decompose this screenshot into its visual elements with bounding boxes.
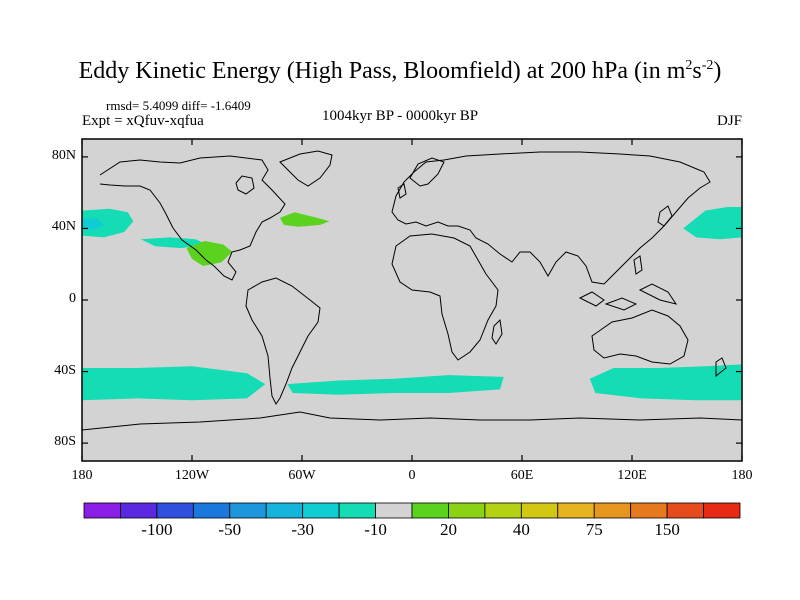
coastlines — [82, 150, 742, 431]
region-southern-ocean-indian — [589, 364, 742, 401]
lon-label: 60W — [288, 468, 316, 483]
region-southern-ocean-pacific — [82, 366, 266, 401]
colorbar-swatch — [120, 502, 158, 519]
lat-label: 80N — [51, 147, 76, 163]
region-north-pacific-west — [82, 208, 134, 238]
lon-label: 120E — [617, 468, 647, 483]
colorbar-swatch — [520, 502, 559, 519]
map-title-text: Eddy Kinetic Energy (High Pass, Bloomfie… — [78, 58, 686, 84]
lon-label: 120W — [174, 468, 210, 483]
colorbar-label: 75 — [585, 520, 603, 539]
colorbar-swatch — [703, 502, 741, 519]
lon-label: 180 — [731, 468, 753, 483]
colorbar-label: -10 — [364, 520, 387, 539]
anomaly-regions — [82, 207, 742, 401]
region-north-pacific-west-core — [82, 217, 104, 231]
region-southern-ocean-atlantic — [287, 375, 504, 395]
lat-label: 40S — [54, 362, 76, 378]
lon-label: 180 — [71, 468, 93, 483]
map-title-end: ) — [713, 58, 722, 84]
stats-label: rmsd= 5.4099 diff= -1.6409 — [106, 98, 251, 113]
colorbar-swatch — [302, 502, 340, 519]
map-title-sup1: 2 — [685, 58, 693, 73]
map-background — [82, 139, 742, 461]
colorbar-swatch — [156, 502, 194, 519]
colorbar — [83, 502, 741, 519]
colorbar-label: -100 — [141, 520, 173, 539]
period-label: 1004kyr BP - 0000kyr BP — [321, 108, 479, 124]
colorbar-label: -30 — [291, 520, 314, 539]
colorbar-swatch — [229, 502, 267, 519]
colorbar-label: 20 — [439, 520, 457, 539]
lat-label: 40N — [51, 219, 76, 235]
colorbar-swatch — [375, 502, 413, 519]
colorbar-swatch — [557, 502, 595, 519]
colorbar-swatch — [593, 502, 632, 519]
colorbar-swatch — [630, 502, 668, 519]
lon-label: 60E — [510, 468, 534, 483]
map-title-sup2: -2 — [701, 58, 714, 73]
lat-label: 80S — [54, 434, 76, 450]
region-north-atlantic-green — [280, 212, 330, 227]
map-title-mid: s — [692, 58, 702, 84]
colorbar-label: -50 — [218, 520, 242, 539]
colorbar-swatch — [411, 502, 449, 519]
colorbar-swatch — [448, 502, 486, 519]
lon-label: 0 — [408, 468, 416, 483]
map-title: Eddy Kinetic Energy (High Pass, Bloomfie… — [0, 58, 800, 85]
season-label: DJF — [716, 113, 742, 129]
colorbar-swatch — [192, 502, 231, 519]
experiment-label: Expt = xQfuv-xqfua — [82, 113, 204, 129]
colorbar-swatch — [666, 502, 704, 519]
lat-label: 0 — [69, 291, 76, 306]
colorbar-swatch — [83, 502, 121, 519]
colorbar-swatch — [484, 502, 522, 519]
axis-ticks — [81, 139, 743, 461]
colorbar-label: 40 — [512, 520, 530, 539]
region-north-pacific-east — [683, 207, 742, 240]
colorbar-label: 150 — [654, 520, 680, 539]
region-southwest-usa-green — [186, 241, 233, 266]
colorbar-swatch — [338, 502, 376, 519]
colorbar-swatch — [265, 502, 304, 519]
